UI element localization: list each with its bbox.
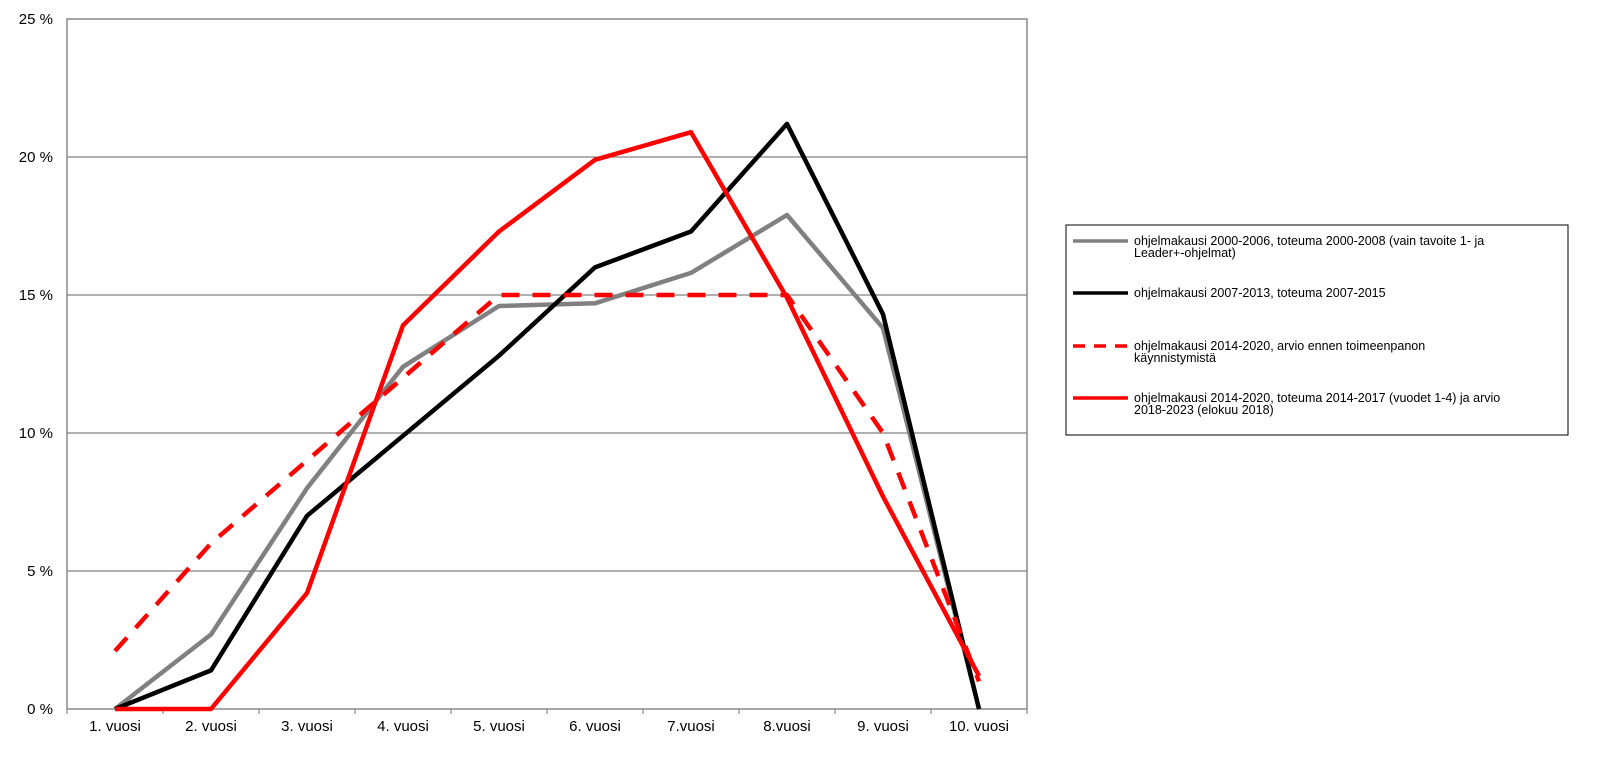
x-tick-label: 2. vuosi: [185, 718, 237, 735]
legend-label-1: ohjelmakausi 2000-2006, toteuma 2000-200…: [1134, 234, 1484, 248]
series-line-4: [115, 129, 981, 712]
x-axis-tick-labels: 1. vuosi 2. vuosi 3. vuosi 4. vuosi 5. vuosi…: [66, 709, 1028, 735]
series-line-1: [113, 212, 982, 711]
x-tick-label: 3. vuosi: [281, 718, 333, 735]
legend-box: [1065, 224, 1569, 436]
legend-label-4: 2018-2023 (elokuu 2018): [1134, 403, 1274, 417]
x-tick-label: 4. vuosi: [377, 718, 429, 735]
x-tick-label: 7.vuosi: [667, 718, 715, 735]
legend-label-2: ohjelmakausi 2007-2013, toteuma 2007-201…: [1134, 286, 1386, 300]
plot-area-frame: [66, 18, 1028, 710]
gridlines: [67, 156, 1027, 572]
y-tick-label: 25 %: [19, 11, 53, 28]
series-line-2: [114, 121, 982, 712]
series-line-3: [113, 292, 982, 683]
y-tick-label: 0 %: [27, 701, 53, 718]
legend-label-1: Leader+-ohjelmat): [1134, 246, 1236, 260]
x-tick-label: 9. vuosi: [857, 718, 909, 735]
legend-label-3: ohjelmakausi 2014-2020, arvio ennen toim…: [1134, 339, 1425, 353]
y-tick-label: 20 %: [19, 149, 53, 166]
x-tick-label: 6. vuosi: [569, 718, 621, 735]
x-tick-label: 1. vuosi: [89, 718, 141, 735]
y-tick-label: 10 %: [19, 425, 53, 442]
y-tick-label: 15 %: [19, 287, 53, 304]
series-lines: [113, 121, 982, 712]
legend: ohjelmakausi 2000-2006, toteuma 2000-200…: [1065, 224, 1569, 436]
legend-label-4: ohjelmakausi 2014-2020, toteuma 2014-201…: [1134, 391, 1500, 405]
x-tick-label: 8.vuosi: [763, 718, 811, 735]
legend-label-3: käynnistymistä: [1134, 351, 1216, 365]
x-tick-label: 5. vuosi: [473, 718, 525, 735]
y-tick-label: 5 %: [27, 563, 53, 580]
x-tick-label: 10. vuosi: [949, 718, 1009, 735]
y-axis-tick-labels: 0 % 5 % 10 % 15 % 20 % 25 %: [19, 11, 53, 718]
